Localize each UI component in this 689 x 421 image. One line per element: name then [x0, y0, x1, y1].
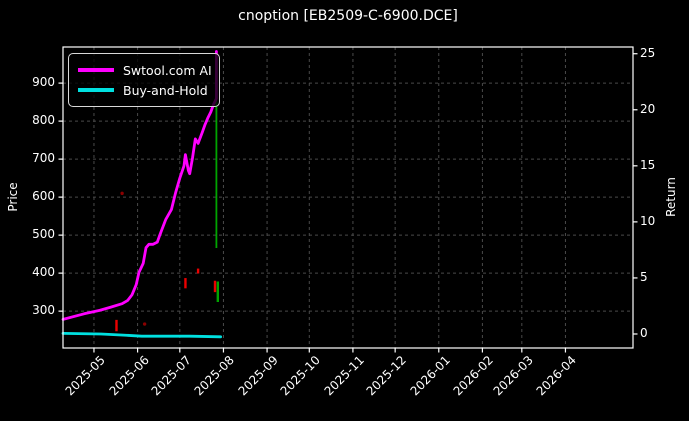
price-tick-label: 500 — [32, 227, 55, 242]
price-tick-label: 300 — [32, 303, 55, 318]
return-tick-label: 5 — [640, 269, 648, 284]
return-tick-label: 0 — [640, 325, 648, 340]
legend-label-ai: Swtool.com AI — [123, 62, 212, 78]
series-line-buy-and-hold — [61, 331, 223, 339]
price-tick-label: 400 — [32, 265, 55, 280]
return-tick-label: 25 — [640, 45, 656, 60]
legend-item: Buy-and-Hold — [78, 80, 210, 100]
price-tick-label: 900 — [32, 75, 55, 90]
price-tick-label: 800 — [32, 113, 55, 128]
legend: Swtool.com AI Buy-and-Hold — [68, 53, 220, 107]
return-tick-label: 10 — [640, 213, 656, 228]
right-axis-label: Return — [664, 177, 678, 217]
price-mark-dot — [120, 191, 124, 196]
legend-line-swatch-bh — [78, 88, 114, 92]
series-line-ai — [61, 50, 218, 321]
legend-item: Swtool.com AI — [78, 60, 212, 80]
price-tick-label: 700 — [32, 151, 55, 166]
price-mark-dot — [142, 322, 147, 326]
price-tick-label: 600 — [32, 189, 55, 204]
return-tick-label: 20 — [640, 101, 656, 116]
chart-title: cnoption [EB2509-C-6900.DCE] — [238, 8, 458, 24]
legend-label-bh: Buy-and-Hold — [123, 82, 208, 98]
legend-line-swatch-ai — [78, 68, 114, 72]
return-tick-label: 15 — [640, 157, 656, 172]
